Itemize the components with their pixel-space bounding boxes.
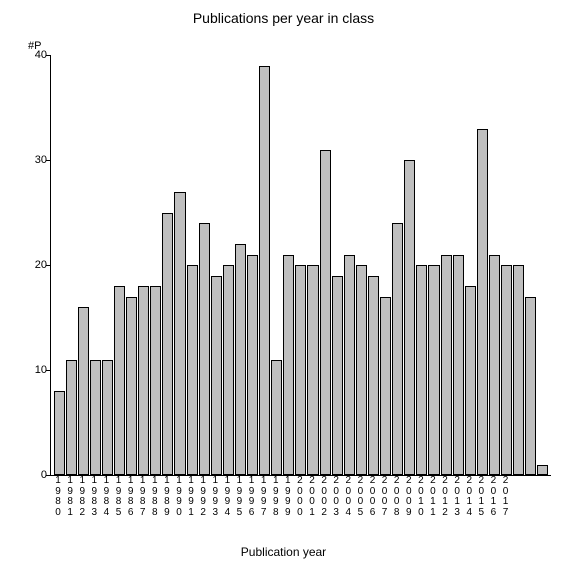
bar <box>307 265 318 475</box>
x-tick-label: 2 0 0 0 <box>294 476 305 536</box>
x-tick-label: 1 9 9 2 <box>198 476 209 536</box>
bar <box>465 286 476 475</box>
bar <box>223 265 234 475</box>
x-tick-label: 1 9 8 9 <box>161 476 172 536</box>
bar <box>162 213 173 476</box>
plot-area: 010203040 <box>50 55 551 476</box>
x-tick-label <box>512 476 523 536</box>
x-tick-label <box>524 476 535 536</box>
bar <box>247 255 258 476</box>
x-tick-label: 1 9 9 4 <box>222 476 233 536</box>
x-axis-label: Publication year <box>0 545 567 559</box>
bar <box>392 223 403 475</box>
bar <box>66 360 77 476</box>
x-tick-label: 2 0 0 6 <box>367 476 378 536</box>
x-tick-label: 2 0 1 2 <box>440 476 451 536</box>
x-tick-label: 2 0 0 9 <box>403 476 414 536</box>
x-tick-label: 2 0 0 3 <box>331 476 342 536</box>
x-tick-label: 2 0 1 1 <box>427 476 438 536</box>
bar <box>114 286 125 475</box>
x-tick-label: 2 0 0 2 <box>319 476 330 536</box>
x-tick-label: 1 9 9 7 <box>258 476 269 536</box>
bar <box>187 265 198 475</box>
x-tick-label: 1 9 8 6 <box>125 476 136 536</box>
x-tick-label: 1 9 8 7 <box>137 476 148 536</box>
x-tick-label: 1 9 8 0 <box>53 476 64 536</box>
bar <box>525 297 536 476</box>
y-tick-mark <box>46 55 51 56</box>
y-tick-label: 40 <box>19 49 47 61</box>
x-tick-label: 2 0 0 1 <box>306 476 317 536</box>
x-tick-label: 2 0 1 0 <box>415 476 426 536</box>
x-tick-label: 2 0 0 8 <box>391 476 402 536</box>
y-tick-label: 30 <box>19 154 47 166</box>
bar <box>332 276 343 476</box>
x-tick-label: 2 0 1 6 <box>488 476 499 536</box>
x-tick-label: 1 9 8 4 <box>101 476 112 536</box>
x-tick-label: 2 0 1 7 <box>500 476 511 536</box>
y-tick-label: 10 <box>19 364 47 376</box>
x-tick-label: 1 9 9 8 <box>270 476 281 536</box>
x-tick-label: 1 9 8 3 <box>89 476 100 536</box>
bar <box>453 255 464 476</box>
bar <box>416 265 427 475</box>
bar <box>501 265 512 475</box>
bar <box>356 265 367 475</box>
bar <box>428 265 439 475</box>
y-tick-label: 0 <box>19 469 47 481</box>
x-tick-label: 1 9 9 6 <box>246 476 257 536</box>
x-tick-label: 1 9 8 1 <box>65 476 76 536</box>
bar <box>199 223 210 475</box>
bar <box>477 129 488 476</box>
x-tick-label: 2 0 1 4 <box>464 476 475 536</box>
bar <box>102 360 113 476</box>
bar <box>174 192 185 476</box>
x-tick-label: 2 0 1 5 <box>476 476 487 536</box>
chart-title: Publications per year in class <box>0 10 567 26</box>
bar <box>344 255 355 476</box>
bar <box>537 465 548 476</box>
bar <box>235 244 246 475</box>
x-tick-label: 2 0 1 3 <box>452 476 463 536</box>
x-tick-label: 1 9 8 2 <box>77 476 88 536</box>
bar <box>380 297 391 476</box>
bar <box>211 276 222 476</box>
x-tick-label: 1 9 9 9 <box>282 476 293 536</box>
bar <box>489 255 500 476</box>
bars-container <box>51 55 551 475</box>
bar <box>404 160 415 475</box>
bar <box>259 66 270 476</box>
x-tick-label: 1 9 9 0 <box>173 476 184 536</box>
y-tick-mark <box>46 160 51 161</box>
x-tick-label <box>536 476 547 536</box>
bar <box>126 297 137 476</box>
x-ticks: 1 9 8 01 9 8 11 9 8 21 9 8 31 9 8 41 9 8… <box>50 476 550 536</box>
bar <box>513 265 524 475</box>
bar <box>320 150 331 476</box>
x-tick-label: 1 9 9 5 <box>234 476 245 536</box>
bar <box>78 307 89 475</box>
publications-bar-chart: Publications per year in class #P 010203… <box>0 0 567 567</box>
x-tick-label: 2 0 0 4 <box>343 476 354 536</box>
y-tick-label: 20 <box>19 259 47 271</box>
bar <box>54 391 65 475</box>
x-tick-label: 1 9 8 5 <box>113 476 124 536</box>
y-tick-mark <box>46 265 51 266</box>
bar <box>90 360 101 476</box>
bar <box>138 286 149 475</box>
x-tick-label: 1 9 9 3 <box>210 476 221 536</box>
bar <box>150 286 161 475</box>
x-tick-label: 1 9 8 8 <box>149 476 160 536</box>
bar <box>295 265 306 475</box>
bar <box>271 360 282 476</box>
bar <box>368 276 379 476</box>
x-tick-label: 1 9 9 1 <box>186 476 197 536</box>
x-tick-label: 2 0 0 5 <box>355 476 366 536</box>
bar <box>283 255 294 476</box>
bar <box>441 255 452 476</box>
y-tick-mark <box>46 370 51 371</box>
x-tick-label: 2 0 0 7 <box>379 476 390 536</box>
